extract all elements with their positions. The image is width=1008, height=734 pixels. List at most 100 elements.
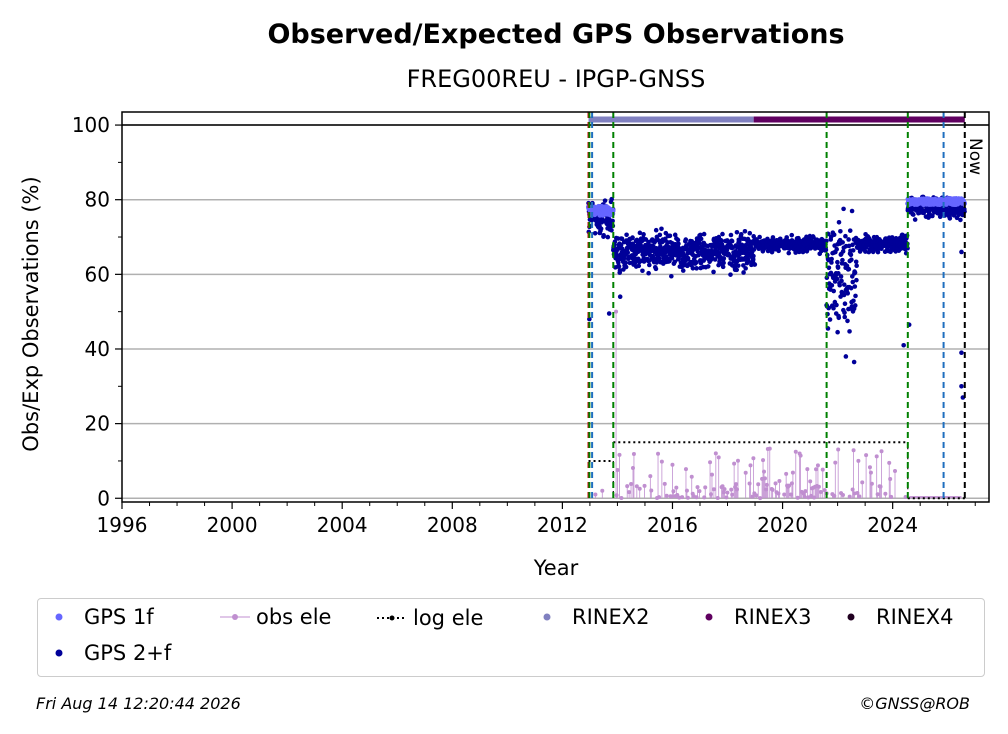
gps-2f-point [841, 282, 847, 287]
obs-ele-point [903, 495, 908, 500]
gps-2f-point [829, 283, 835, 288]
obs-ele-point [787, 483, 792, 488]
obs-ele-point [820, 467, 825, 472]
gps-2f-point [657, 232, 663, 238]
obs-ele-point [756, 482, 761, 487]
obs-ele-point [798, 453, 803, 458]
y-tick-label: 20 [85, 412, 110, 436]
obs-ele-point [874, 454, 879, 459]
obs-ele-point [656, 451, 661, 456]
gps-2f-point [776, 248, 781, 254]
gps-2f-point [616, 260, 621, 265]
obs-ele-point [697, 489, 702, 494]
gps-2f-point [930, 213, 935, 219]
gps-2f-point [617, 268, 623, 273]
obs-ele-point [680, 495, 685, 500]
obs-ele-point [694, 495, 699, 500]
gps-2f-point [829, 260, 834, 265]
gps-2f-point [619, 236, 625, 242]
gps-2f-point [912, 217, 918, 222]
obs-ele-point [802, 494, 807, 499]
obs-ele-point [770, 487, 775, 492]
gps-2f-point [719, 238, 725, 244]
gps-2f-outlier-point [959, 384, 964, 389]
obs-ele-point [761, 458, 766, 463]
y-axis-label: Obs/Exp Observations (%) [19, 176, 43, 451]
y-tick-label: 0 [97, 486, 110, 510]
x-tick-label: 2016 [647, 513, 698, 537]
obs-ele-point [615, 468, 620, 473]
gps-2f-point [751, 234, 756, 239]
obs-ele-point [816, 484, 821, 489]
generated-timestamp: Fri Aug 14 12:20:44 2026 [36, 694, 241, 713]
obs-ele-point [625, 484, 630, 489]
legend-label: obs ele [256, 605, 332, 629]
gps-2f-point [834, 302, 839, 308]
obs-ele-point [808, 479, 813, 484]
gps-2f-point [841, 206, 846, 212]
gps-2f-point [769, 249, 775, 255]
obs-ele-point [659, 459, 664, 464]
gps-2f-point [819, 248, 824, 254]
gps-2f-point [850, 279, 856, 285]
obs-ele-point [649, 488, 654, 493]
obs-ele-point [671, 489, 676, 494]
gps-2f-point [601, 233, 606, 238]
gps-2f-point [623, 264, 629, 270]
obs-ele-point [683, 467, 688, 472]
obs-ele-point [867, 465, 872, 470]
obs-ele-point [716, 455, 721, 460]
gps-2f-point [846, 237, 851, 242]
obs-ele-point [893, 469, 898, 474]
gps-2f-point [640, 268, 645, 274]
gps-2f-point [849, 257, 854, 263]
obs-ele-point [642, 483, 647, 488]
legend-label: RINEX4 [876, 605, 954, 629]
gps-2f-point [641, 259, 647, 264]
chart-subtitle: FREG00REU - IPGP-GNSS [407, 65, 706, 93]
obs-ele-point [836, 447, 841, 452]
gps-2f-point [834, 246, 840, 252]
obs-ele-point [725, 490, 730, 495]
obs-ele-point [855, 490, 860, 495]
gps-2f-point [618, 242, 624, 248]
obs-ele-point [878, 484, 883, 489]
gps-2f-point [747, 230, 753, 236]
obs-ele-point [648, 474, 653, 479]
obs-ele-point [709, 472, 714, 477]
gps-2f-point [757, 234, 762, 240]
gps-2f-point [694, 260, 699, 265]
obs-ele-point [818, 490, 823, 495]
gps-2f-point [798, 238, 803, 244]
obs-ele-point [814, 467, 819, 472]
gps-2f-point [592, 230, 598, 236]
obs-ele-point [822, 488, 827, 493]
gps-2f-point [853, 293, 858, 299]
x-tick-label: 2008 [427, 513, 478, 537]
gps-2f-point [835, 265, 841, 270]
now-label: Now [965, 138, 985, 175]
gps-2f-point [845, 291, 851, 296]
y-tick-label: 80 [85, 188, 110, 212]
obs-ele-point [627, 490, 632, 495]
y-tick-label: 60 [85, 262, 110, 286]
gps-2f-point [848, 285, 854, 291]
obs-ele-point [782, 492, 787, 497]
x-tick-label: 2000 [207, 513, 258, 537]
gps-2f-outlier-point [959, 350, 964, 356]
gps-2f-point [646, 270, 651, 276]
obs-ele-point [715, 495, 720, 500]
gps-2f-point [749, 241, 754, 247]
obs-ele-point [805, 467, 810, 472]
gps-2f-point [742, 228, 748, 234]
gps-2f-point [734, 229, 740, 235]
gps-2f-point [823, 247, 829, 253]
gps-2f-point [863, 249, 868, 254]
gps-2f-point [609, 227, 614, 233]
obs-ele-point [637, 486, 642, 491]
obs-ele-point [767, 446, 772, 451]
obs-ele-point [795, 495, 800, 500]
gps-2f-point [840, 240, 845, 245]
x-tick-label: 2012 [537, 513, 588, 537]
